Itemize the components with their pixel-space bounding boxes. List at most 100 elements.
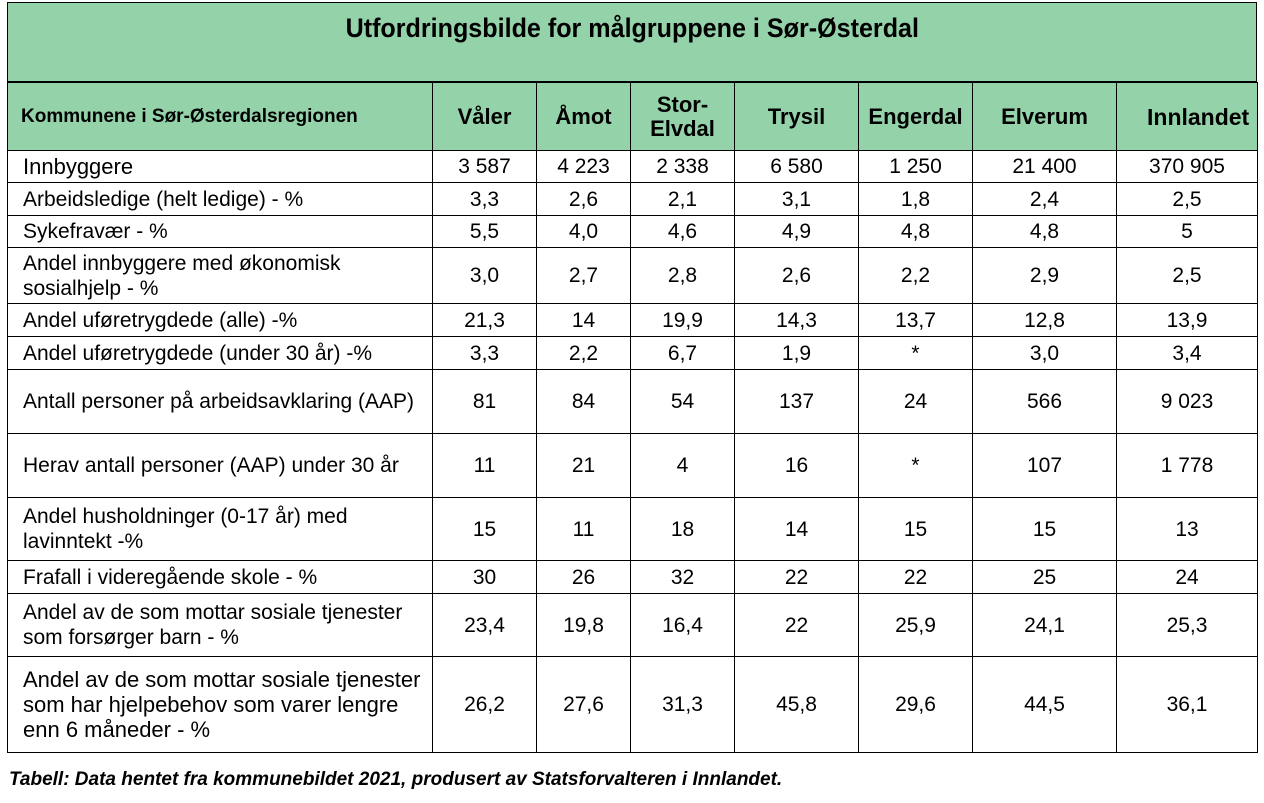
- table-cell: 2 338: [630, 150, 735, 183]
- table-cell: 11: [432, 433, 537, 498]
- table-cell: 12,8: [972, 303, 1117, 337]
- header-trysil: Trysil: [734, 82, 859, 151]
- header-stor-elvdal: Stor-Elvdal: [630, 82, 735, 151]
- table-cell: 25: [972, 560, 1117, 594]
- table-cell: 81: [432, 369, 537, 434]
- table-cell: 13: [1116, 497, 1258, 561]
- table-cell: 2,6: [536, 182, 631, 216]
- table-cell: 22: [858, 560, 973, 594]
- table-cell: 4,8: [858, 215, 973, 248]
- table-cell: 9 023: [1116, 369, 1258, 434]
- table-cell: 2,7: [536, 247, 631, 304]
- header-region: Kommunene i Sør-Østerdalsregionen: [7, 82, 433, 151]
- table-title: Utfordringsbilde for målgruppene i Sør-Ø…: [345, 13, 919, 43]
- table-cell: 18: [630, 497, 735, 561]
- table-cell: 16,4: [630, 593, 735, 657]
- table-cell: 30: [432, 560, 537, 594]
- table-cell: 14,3: [734, 303, 859, 337]
- table-cell: 4,9: [734, 215, 859, 248]
- table-cell: 13,7: [858, 303, 973, 337]
- table-cell: 84: [536, 369, 631, 434]
- row-label: Andel husholdninger (0-17 år) med lavinn…: [7, 497, 433, 561]
- table-cell: 6,7: [630, 336, 735, 370]
- table-cell: 6 580: [734, 150, 859, 183]
- statistics-table: Kommunene i Sør-Østerdalsregionen Våler …: [7, 82, 1258, 753]
- table-row: Frafall i videregående skole - % 30 26 32 22…: [7, 560, 1258, 594]
- table-row: Andel uføretrygdede (alle) -% 21,3 14 19,9 1…: [7, 303, 1258, 337]
- table-cell: 4,8: [972, 215, 1117, 248]
- table-row: Herav antall personer (AAP) under 30 år 1…: [7, 433, 1258, 498]
- table-cell: *: [858, 336, 973, 370]
- table-cell: 3,0: [432, 247, 537, 304]
- table-cell: 2,9: [972, 247, 1117, 304]
- table-cell: 14: [536, 303, 631, 337]
- table-cell: 36,1: [1116, 656, 1258, 753]
- table-row: Andel av de som mottar sosiale tjenester…: [7, 656, 1258, 753]
- table-cell: 24: [1116, 560, 1258, 594]
- table-cell: 25,3: [1116, 593, 1258, 657]
- table-cell: 23,4: [432, 593, 537, 657]
- table-cell: 24: [858, 369, 973, 434]
- header-engerdal: Engerdal: [858, 82, 973, 151]
- table-caption: Tabell: Data hentet fra kommunebildet 20…: [9, 769, 783, 790]
- table-cell: 16: [734, 433, 859, 498]
- table-cell: 26,2: [432, 656, 537, 753]
- header-valer: Våler: [432, 82, 537, 151]
- table-cell: 2,4: [972, 182, 1117, 216]
- row-label: Andel av de som mottar sosiale tjenester…: [7, 656, 433, 753]
- table-cell: 4: [630, 433, 735, 498]
- header-innlandet: Innlandet: [1116, 82, 1258, 151]
- table-cell: 1 250: [858, 150, 973, 183]
- table-cell: 44,5: [972, 656, 1117, 753]
- row-label: Andel uføretrygdede (under 30 år) -%: [7, 336, 433, 370]
- table-cell: 3,3: [432, 182, 537, 216]
- table-body: Innbyggere 3 587 4 223 2 338 6 580 1 250 21 40…: [7, 150, 1258, 753]
- table-cell: 25,9: [858, 593, 973, 657]
- table-cell: 2,2: [858, 247, 973, 304]
- table-cell: 3,1: [734, 182, 859, 216]
- table-cell: 32: [630, 560, 735, 594]
- row-label: Herav antall personer (AAP) under 30 år: [7, 433, 433, 498]
- table-cell: 107: [972, 433, 1117, 498]
- table-cell: 3,4: [1116, 336, 1258, 370]
- table-cell: 2,5: [1116, 182, 1258, 216]
- row-label: Andel uføretrygdede (alle) -%: [7, 303, 433, 337]
- header-elverum: Elverum: [972, 82, 1117, 151]
- table-row: Andel av de som mottar sosiale tjenester…: [7, 593, 1258, 657]
- table-cell: 5: [1116, 215, 1258, 248]
- table-cell: *: [858, 433, 973, 498]
- table-row: Andel uføretrygdede (under 30 år) -% 3,3 2…: [7, 336, 1258, 370]
- table-cell: 22: [734, 593, 859, 657]
- table-cell: 370 905: [1116, 150, 1258, 183]
- table-cell: 3,0: [972, 336, 1117, 370]
- table-cell: 566: [972, 369, 1117, 434]
- table-row: Antall personer på arbeidsavklaring (AAP…: [7, 369, 1258, 434]
- table-row: Sykefravær - % 5,5 4,0 4,6 4,9 4,8 4,8 5: [7, 215, 1258, 248]
- table-cell: 29,6: [858, 656, 973, 753]
- table-cell: 3 587: [432, 150, 537, 183]
- table-cell: 3,3: [432, 336, 537, 370]
- table-cell: 2,8: [630, 247, 735, 304]
- table-cell: 21 400: [972, 150, 1117, 183]
- table-title-banner: Utfordringsbilde for målgruppene i Sør-Ø…: [7, 2, 1257, 82]
- row-label: Frafall i videregående skole - %: [7, 560, 433, 594]
- table-cell: 1,8: [858, 182, 973, 216]
- table-cell: 19,8: [536, 593, 631, 657]
- table-cell: 22: [734, 560, 859, 594]
- table-cell: 137: [734, 369, 859, 434]
- row-label: Antall personer på arbeidsavklaring (AAP…: [7, 369, 433, 434]
- table-cell: 4,6: [630, 215, 735, 248]
- table-cell: 31,3: [630, 656, 735, 753]
- header-row: Kommunene i Sør-Østerdalsregionen Våler …: [7, 82, 1258, 151]
- row-label: Arbeidsledige (helt ledige) - %: [7, 182, 433, 216]
- table-cell: 2,1: [630, 182, 735, 216]
- table-cell: 5,5: [432, 215, 537, 248]
- table-cell: 2,6: [734, 247, 859, 304]
- table-cell: 13,9: [1116, 303, 1258, 337]
- statistics-sheet: Utfordringsbilde for målgruppene i Sør-Ø…: [7, 2, 1258, 790]
- table-cell: 4 223: [536, 150, 631, 183]
- table-cell: 1,9: [734, 336, 859, 370]
- table-cell: 26: [536, 560, 631, 594]
- row-label: Sykefravær - %: [7, 215, 433, 248]
- table-row: Innbyggere 3 587 4 223 2 338 6 580 1 250 21 40…: [7, 150, 1258, 183]
